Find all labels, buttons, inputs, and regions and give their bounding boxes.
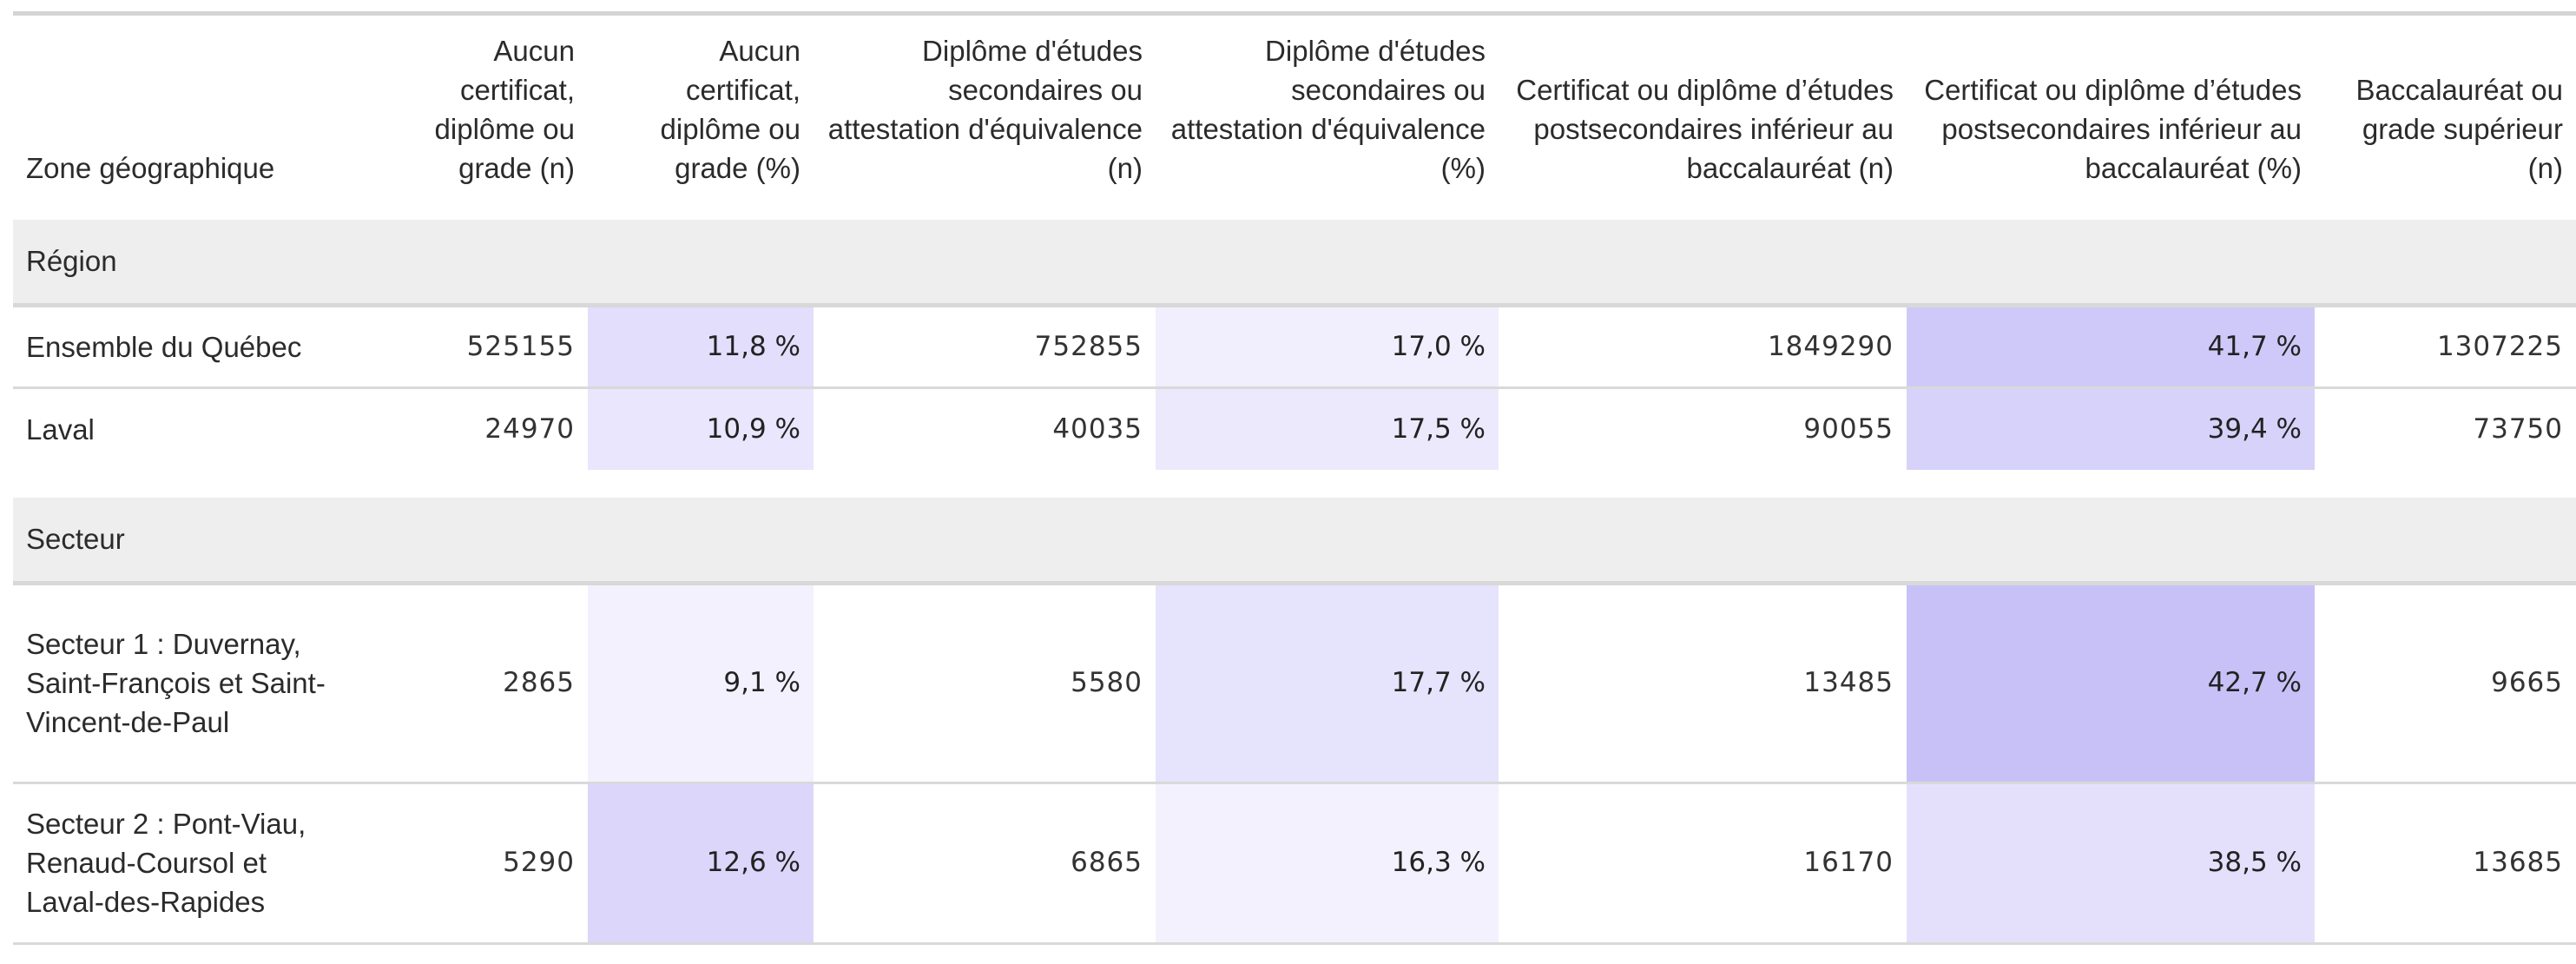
value-cell: 1849290 [1499,305,1907,389]
header-secondary-n: Diplôme d'études secondaires ou attestat… [827,35,1143,184]
header-row: Zone géographique Aucun certificat, dipl… [13,13,2576,221]
header-zone: Zone géographique [26,152,275,184]
zone-cell: Ensemble du Québec [13,305,397,389]
percent-cell: 9,1 % [588,583,814,784]
table-header: Zone géographique Aucun certificat, dipl… [13,13,2576,221]
value-cell: 90055 [1803,413,1894,445]
header-postsecondary-pct: Certificat ou diplôme d’études postsecon… [1924,74,2302,184]
table-row: Ensemble du Québec 525155 11,8 % 752855 … [13,305,2576,389]
table-row: Secteur 2 : Pont-Viau, Renaud-Coursol et… [13,782,2576,945]
education-table: Zone géographique Aucun certificat, dipl… [13,11,2576,945]
value-cell: 752855 [814,305,1156,389]
value-cell: 13485 [1499,583,1907,784]
value-cell: 5290 [397,782,588,945]
table-body: Région Ensemble du Québec 525155 11,8 % … [13,220,2576,945]
percent-cell: 42,7 % [1907,583,2315,784]
value-cell: 24970 [484,413,575,445]
value-cell: 2865 [397,583,588,784]
group-row-region: Région [13,220,2576,307]
header-no-certificate-pct: Aucun certificat, diplôme ou grade (%) [660,35,800,184]
value-cell: 40035 [1052,413,1143,445]
data-table-container: Zone géographique Aucun certificat, dipl… [13,11,2576,945]
header-no-certificate-n: Aucun certificat, diplôme ou grade (n) [434,35,575,184]
table-row: Secteur 1 : Duvernay, Saint-François et … [13,583,2576,784]
value-cell: 9665 [2315,583,2576,784]
value-cell: 525155 [397,305,588,389]
percent-cell: 41,7 % [1907,305,2315,389]
zone-cell: Secteur 2 : Pont-Viau, Renaud-Coursol et… [13,782,397,945]
header-postsecondary-n: Certificat ou diplôme d’études postsecon… [1516,74,1894,184]
zone-cell: Secteur 1 : Duvernay, Saint-François et … [13,583,397,784]
value-cell: 1307225 [2315,305,2576,389]
percent-cell: 16,3 % [1156,782,1499,945]
percent-cell: 17,5 % [1156,387,1499,470]
percent-cell: 39,4 % [1907,387,2315,470]
value-cell: 13685 [2315,782,2576,945]
value-cell: 73750 [2473,413,2563,445]
percent-cell: 11,8 % [588,305,814,389]
group-row-sector: Secteur [13,498,2576,585]
percent-cell: 38,5 % [1907,782,2315,945]
percent-cell: 12,6 % [588,782,814,945]
value-cell: 16170 [1499,782,1907,945]
group-label: Secteur [13,498,2576,585]
group-label: Région [13,220,2576,307]
group-spacer [13,470,2576,498]
percent-cell: 17,7 % [1156,583,1499,784]
percent-cell: 10,9 % [588,387,814,470]
header-bachelor-n: Baccalauréat ou grade supérieur (n) [2355,74,2564,184]
value-cell: 5580 [814,583,1156,784]
header-secondary-pct: Diplôme d'études secondaires ou attestat… [1170,35,1486,184]
zone-cell: Laval [26,413,95,446]
table-row: Laval 24970 10,9 % 40035 17,5 % 90055 39… [13,387,2576,470]
percent-cell: 17,0 % [1156,305,1499,389]
value-cell: 6865 [814,782,1156,945]
